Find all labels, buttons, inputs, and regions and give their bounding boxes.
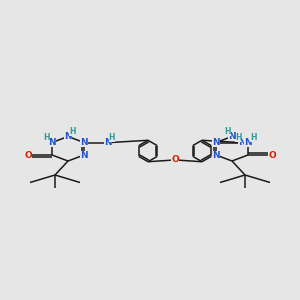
Text: N: N — [228, 132, 236, 141]
Text: N: N — [244, 138, 252, 147]
Text: H: H — [224, 127, 231, 136]
Text: H: H — [235, 133, 242, 142]
Text: N: N — [104, 138, 112, 147]
Text: H: H — [69, 127, 76, 136]
Text: N: N — [212, 151, 220, 160]
Text: H: H — [109, 133, 115, 142]
Text: N: N — [48, 138, 56, 147]
Text: N: N — [238, 138, 246, 147]
Text: N: N — [212, 138, 220, 147]
Text: O: O — [268, 151, 276, 160]
Text: H: H — [44, 133, 50, 142]
Text: H: H — [250, 133, 256, 142]
Text: N: N — [64, 132, 72, 141]
Text: N: N — [80, 138, 88, 147]
Text: O: O — [24, 151, 32, 160]
Text: O: O — [171, 155, 179, 164]
Text: N: N — [80, 151, 88, 160]
